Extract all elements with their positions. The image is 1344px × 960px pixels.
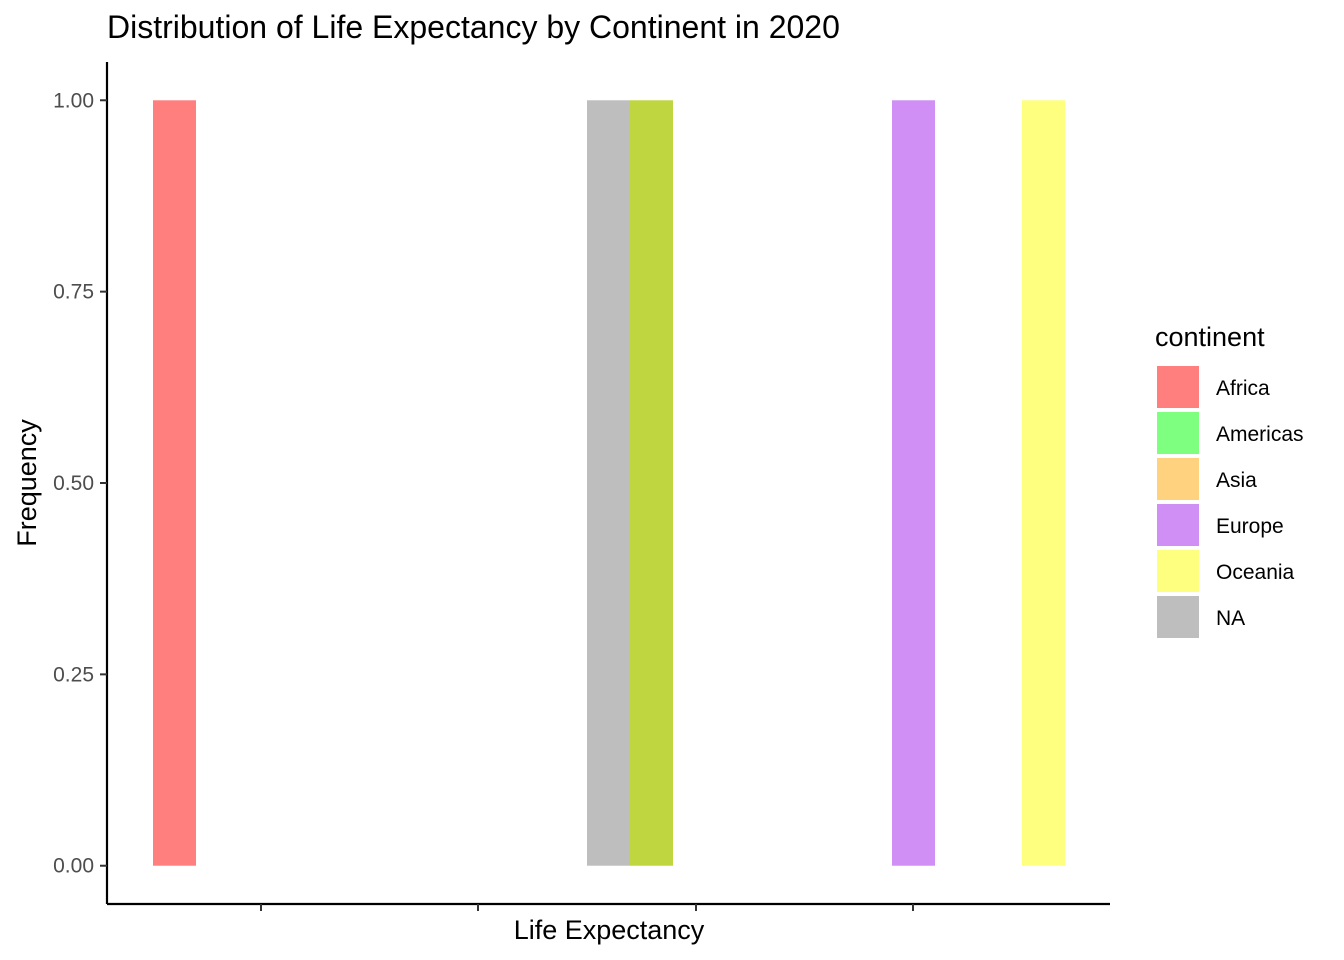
x-axis-title: Life Expectancy (514, 915, 705, 945)
y-tick-label: 0.25 (53, 663, 94, 686)
legend-swatch-oceania (1157, 550, 1199, 592)
bar-americas-oceania-overlap (630, 100, 673, 866)
x-axis-ticks (260, 904, 914, 911)
legend-swatch-na (1157, 596, 1199, 638)
y-tick-label: 1.00 (53, 89, 94, 112)
legend-swatch-africa (1157, 366, 1199, 408)
bar-oceania (1022, 100, 1065, 866)
legend-label-europe: Europe (1216, 515, 1284, 538)
y-axis-ticks: 0.00 0.25 0.50 0.75 1.00 (53, 89, 107, 878)
chart-title: Distribution of Life Expectancy by Conti… (107, 9, 840, 45)
legend-swatch-europe (1157, 504, 1199, 546)
bar-africa (153, 100, 196, 866)
legend-label-africa: Africa (1216, 377, 1270, 400)
bar-europe (892, 100, 935, 866)
bar-na (587, 100, 630, 866)
legend-label-na: NA (1216, 607, 1245, 630)
y-axis-title: Frequency (12, 419, 42, 547)
legend-swatch-asia (1157, 458, 1199, 500)
legend-label-americas: Americas (1216, 423, 1304, 446)
legend-title: continent (1155, 322, 1265, 352)
legend-label-oceania: Oceania (1216, 561, 1295, 584)
y-tick-label: 0.00 (53, 855, 94, 878)
legend-label-asia: Asia (1216, 469, 1257, 492)
y-tick-label: 0.50 (53, 472, 94, 495)
y-tick-label: 0.75 (53, 281, 94, 304)
legend: Africa Americas Asia Europe Oceania NA (1157, 366, 1304, 638)
legend-swatch-americas (1157, 412, 1199, 454)
plot-area (153, 100, 1065, 866)
